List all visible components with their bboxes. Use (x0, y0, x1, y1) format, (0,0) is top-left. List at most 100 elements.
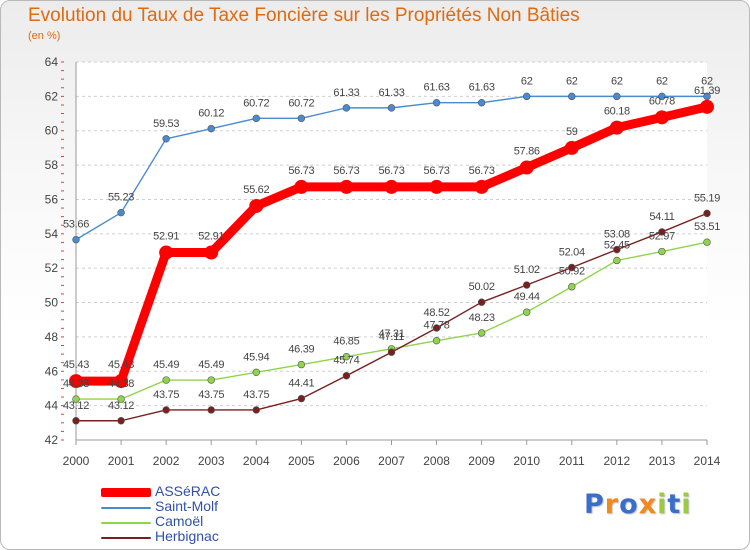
data-point (568, 263, 576, 272)
data-point (703, 238, 711, 246)
data-point (72, 235, 80, 244)
data-label: 45.49 (153, 359, 179, 371)
data-point (658, 247, 666, 256)
logo-letter: x (638, 489, 658, 520)
data-label: 53.08 (604, 229, 630, 241)
data-label: 43.75 (153, 389, 179, 401)
legend-label: Camoël (155, 513, 204, 529)
data-point (703, 209, 711, 218)
data-point (700, 99, 714, 114)
data-point (432, 324, 441, 332)
data-label: 53.51 (694, 221, 720, 233)
data-point (297, 360, 306, 369)
data-point (69, 374, 83, 389)
y-tick-label: 50 (45, 296, 59, 310)
data-point (162, 376, 170, 384)
x-tick-label: 2012 (604, 454, 631, 468)
y-tick-label: 42 (45, 433, 59, 447)
logo-letter: r (604, 489, 620, 520)
data-point (162, 406, 170, 414)
data-point (658, 92, 666, 101)
data-label: 43.12 (63, 400, 89, 412)
logo-letter: i (681, 489, 692, 520)
data-point (114, 374, 129, 389)
logo-letter: t (667, 489, 682, 520)
data-point (432, 336, 441, 345)
y-tick-label: 52 (45, 261, 59, 275)
data-label: 62 (521, 75, 533, 87)
data-point (117, 417, 125, 425)
data-point (654, 110, 669, 125)
data-point (249, 198, 264, 213)
x-tick-label: 2000 (63, 454, 90, 468)
logo-letter: o (619, 489, 639, 520)
data-point (564, 140, 579, 155)
data-label: 56.73 (424, 165, 450, 177)
data-point (474, 179, 489, 194)
data-point (117, 208, 125, 217)
x-tick-label: 2007 (378, 454, 405, 468)
chart-title: Evolution du Taux de Taxe Foncière sur l… (28, 5, 580, 26)
data-label: 62 (566, 75, 578, 87)
data-point (523, 92, 531, 101)
legend-label: Saint-Molf (155, 498, 219, 514)
data-label: 45.74 (333, 355, 359, 367)
data-point (207, 124, 215, 133)
data-label: 48.23 (469, 312, 495, 324)
legend-swatch (101, 522, 151, 524)
data-point (207, 376, 215, 384)
data-label: 61.63 (424, 82, 450, 94)
data-point (613, 245, 621, 254)
data-label: 45.43 (63, 359, 89, 371)
proxiti-logo: Proxiti (584, 489, 692, 520)
legend-swatch (101, 488, 151, 497)
data-label: 62 (656, 75, 668, 87)
y-tick-label: 62 (45, 89, 59, 103)
data-label: 52.97 (649, 231, 675, 243)
x-tick-label: 2002 (153, 454, 180, 468)
data-label: 57.86 (514, 145, 540, 157)
logo-letter: i (657, 489, 668, 520)
x-tick-label: 2013 (649, 454, 676, 468)
data-point (252, 114, 260, 123)
data-label: 56.73 (378, 165, 404, 177)
data-point (72, 417, 80, 425)
data-point (477, 329, 486, 337)
data-label: 60.18 (604, 106, 630, 118)
data-point (384, 179, 399, 194)
data-label: 47.78 (424, 320, 450, 332)
y-tick-label: 64 (45, 55, 59, 69)
data-label: 49.44 (514, 291, 540, 303)
data-label: 56.73 (333, 165, 359, 177)
x-tick-label: 2010 (513, 454, 540, 468)
data-label: 61.33 (378, 87, 404, 99)
data-label: 43.12 (108, 400, 134, 412)
data-point (523, 281, 531, 289)
data-label: 55.19 (694, 192, 720, 204)
data-label: 52.45 (604, 239, 630, 251)
data-label: 59.53 (153, 118, 179, 130)
data-label: 54.11 (649, 211, 674, 223)
data-label: 61.63 (469, 82, 495, 94)
data-label: 44.38 (63, 378, 89, 390)
data-point (342, 372, 351, 380)
data-label: 61.33 (333, 87, 359, 99)
y-tick-label: 56 (45, 192, 59, 206)
y-tick-label: 58 (45, 158, 59, 172)
x-tick-label: 2014 (694, 454, 721, 468)
y-tick-label: 48 (45, 330, 59, 344)
data-label: 60.12 (198, 108, 224, 120)
data-point (204, 245, 219, 260)
data-point (568, 92, 576, 101)
legend-swatch (101, 507, 151, 509)
data-label: 45.49 (198, 359, 224, 371)
data-point (523, 308, 531, 316)
x-tick-label: 2006 (333, 454, 360, 468)
data-point (339, 179, 354, 194)
y-tick-label: 54 (45, 227, 59, 241)
data-point (703, 92, 711, 101)
data-label: 45.94 (243, 351, 269, 363)
data-label: 52.04 (559, 246, 585, 258)
data-label: 60.72 (288, 97, 314, 109)
